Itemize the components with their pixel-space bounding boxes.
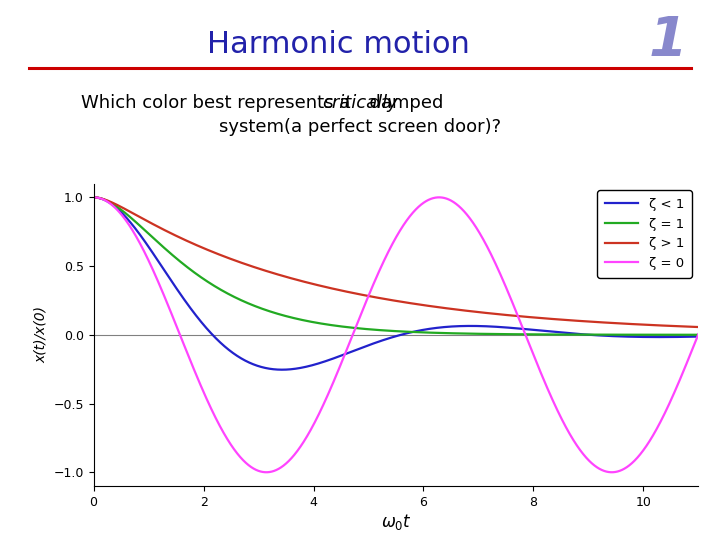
Legend: ζ < 1, ζ = 1, ζ > 1, ζ = 0: ζ < 1, ζ = 1, ζ > 1, ζ = 0 <box>597 190 692 278</box>
X-axis label: $\omega_0 t$: $\omega_0 t$ <box>381 511 411 531</box>
Text: Which color best represents a: Which color best represents a <box>81 93 360 112</box>
Text: 1: 1 <box>649 14 688 68</box>
Text: Harmonic motion: Harmonic motion <box>207 30 470 59</box>
Text: critically: critically <box>322 93 398 112</box>
Text: system(a perfect screen door)?: system(a perfect screen door)? <box>219 118 501 136</box>
Y-axis label: x(t)/x(0): x(t)/x(0) <box>34 306 48 363</box>
Text: damped: damped <box>360 93 444 112</box>
